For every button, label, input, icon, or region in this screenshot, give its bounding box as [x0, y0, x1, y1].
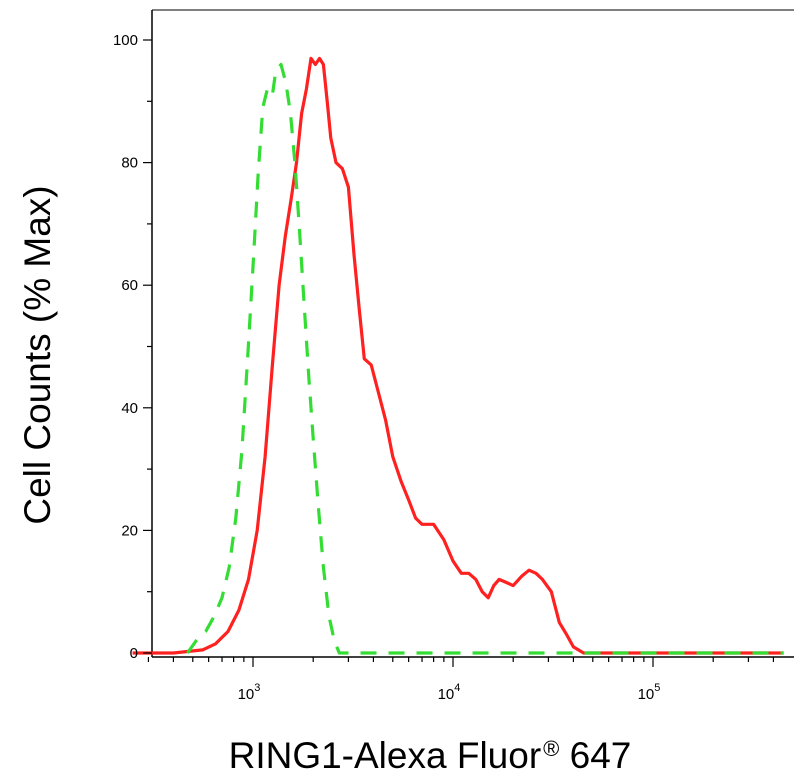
y-tick-label: 100	[113, 32, 138, 49]
y-axis-label: Cell Counts (% Max)	[17, 185, 58, 524]
x-axis-label-suffix: 647	[559, 735, 631, 776]
sample-series-line	[132, 56, 784, 655]
x-tick-label: 105	[638, 682, 661, 703]
y-tick-label: 0	[130, 645, 138, 662]
x-tick-label: 104	[438, 682, 461, 703]
x-ticks: 103 104 105	[147, 657, 775, 703]
y-tick-label: 20	[121, 522, 138, 539]
y-tick-label: 60	[121, 277, 138, 294]
series-layer	[132, 56, 784, 655]
x-axis-label-mark: ®	[543, 736, 559, 761]
y-tick-label: 80	[121, 155, 138, 172]
x-axis-label-main: RING1-Alexa Fluor	[229, 735, 542, 776]
plot-frame	[151, 9, 794, 658]
y-tick-label: 40	[121, 400, 138, 417]
control-series-line	[186, 62, 784, 655]
y-ticks: 0 20 40 60 80 100	[113, 32, 152, 662]
x-tick-label: 103	[238, 682, 261, 703]
x-axis-label: RING1-Alexa Fluor® 647	[229, 735, 632, 776]
